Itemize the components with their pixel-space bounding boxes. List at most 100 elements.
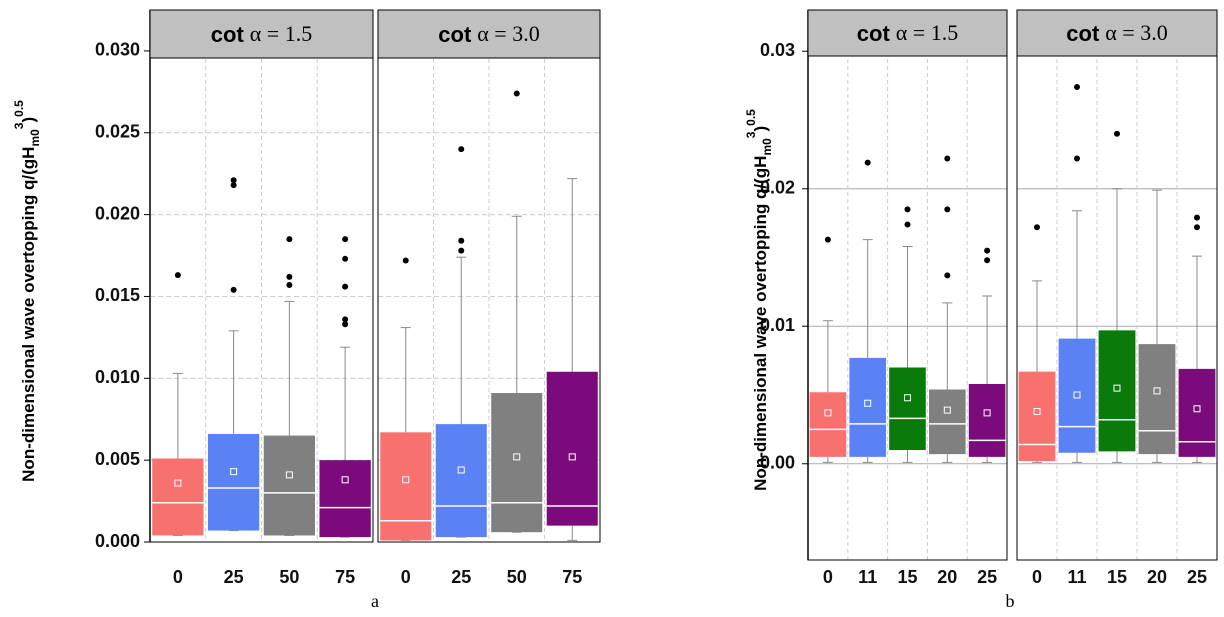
mean-marker xyxy=(1073,391,1081,399)
panel-title: cot α = 3.0 xyxy=(1066,20,1167,46)
x-tick-label: 25 xyxy=(977,567,997,587)
y-label-sup: 3 xyxy=(12,122,26,129)
x-tick-label: 11 xyxy=(1067,567,1086,587)
panel-title: cot α = 1.5 xyxy=(211,21,312,47)
x-tick-label: 0 xyxy=(173,567,183,587)
y-label-text: Non-dimensional wave overtopping q/(gH xyxy=(19,147,38,482)
y-label-sup2: 0.5 xyxy=(12,100,26,117)
outlier xyxy=(1194,224,1200,231)
panel-header xyxy=(149,9,374,59)
x-tick-label: 25 xyxy=(224,567,244,587)
outlier xyxy=(944,206,951,213)
box xyxy=(849,357,887,457)
outlier xyxy=(458,247,465,254)
box xyxy=(207,433,260,531)
x-tick-label: 0 xyxy=(823,567,833,587)
y-label-sup: 3 xyxy=(744,131,758,138)
box xyxy=(809,392,847,457)
outlier xyxy=(458,146,465,153)
box xyxy=(263,435,316,536)
x-tick-label: 11 xyxy=(858,567,877,587)
mean-marker xyxy=(864,399,872,407)
outlier xyxy=(286,282,293,289)
outlier xyxy=(230,177,237,184)
x-tick-label: 75 xyxy=(562,567,582,587)
box xyxy=(1138,344,1176,455)
outlier xyxy=(342,321,349,328)
outlier xyxy=(342,316,349,323)
title-expr: α = 3.0 xyxy=(477,21,539,46)
outlier xyxy=(342,255,349,262)
box xyxy=(889,367,926,450)
outlier xyxy=(230,286,237,293)
outlier xyxy=(944,155,951,162)
mean-marker xyxy=(174,479,182,487)
box xyxy=(546,371,598,526)
y-tick-label: 0.01 xyxy=(760,315,795,335)
box xyxy=(319,460,371,538)
outlier xyxy=(944,272,951,279)
x-tick-label: 50 xyxy=(507,567,527,587)
mean-marker xyxy=(568,453,576,461)
mean-marker xyxy=(824,409,832,417)
y-label-sub: m0 xyxy=(760,138,774,156)
y-label-sup2: 0.5 xyxy=(744,109,758,126)
box xyxy=(435,424,487,538)
outlier xyxy=(230,182,237,189)
outlier xyxy=(1034,224,1040,231)
mean-marker xyxy=(285,471,293,479)
title-expr: α = 3.0 xyxy=(1105,20,1167,45)
outlier xyxy=(1194,214,1200,221)
mean-marker xyxy=(402,476,410,484)
x-tick-label: 15 xyxy=(1107,567,1127,587)
outlier xyxy=(904,221,911,228)
outlier xyxy=(1074,84,1080,90)
caption: b xyxy=(1006,591,1015,611)
y-tick-label: 0.03 xyxy=(760,40,795,60)
x-tick-label: 0 xyxy=(401,567,411,587)
outlier xyxy=(342,236,349,243)
box xyxy=(968,384,1006,457)
box xyxy=(1178,368,1216,457)
mean-marker xyxy=(513,453,521,461)
mean-marker xyxy=(457,466,465,474)
outlier xyxy=(513,90,520,97)
y-tick-label: 0.030 xyxy=(95,40,140,60)
title-word: cot xyxy=(211,22,245,47)
outlier xyxy=(1074,155,1080,162)
y-tick-label: 0.010 xyxy=(95,367,140,387)
mean-marker xyxy=(983,409,991,417)
y-label-close: ) xyxy=(19,117,38,123)
outlier xyxy=(458,237,465,244)
box xyxy=(928,389,966,455)
outlier xyxy=(286,236,293,243)
mean-marker xyxy=(943,406,951,414)
x-tick-label: 15 xyxy=(897,567,917,587)
x-tick-label: 20 xyxy=(1147,567,1167,587)
mean-marker xyxy=(1153,387,1161,395)
y-axis-label: Non-dimensional wave overtopping q/(gHm0… xyxy=(12,100,42,482)
title-word: cot xyxy=(438,22,472,47)
x-tick-label: 25 xyxy=(451,567,471,587)
y-tick-label: 0.015 xyxy=(95,285,140,305)
title-word: cot xyxy=(1066,21,1100,46)
y-tick-label: 0.000 xyxy=(95,531,140,551)
x-tick-label: 20 xyxy=(937,567,957,587)
mean-marker xyxy=(1193,405,1201,413)
outlier xyxy=(1114,130,1120,137)
mean-marker xyxy=(904,394,911,402)
box xyxy=(491,393,543,533)
title-word: cot xyxy=(857,21,891,46)
mean-marker xyxy=(1113,384,1121,392)
outlier xyxy=(864,159,871,166)
x-tick-label: 75 xyxy=(335,567,355,587)
y-tick-label: 0.005 xyxy=(95,449,140,469)
y-tick-label: 0.025 xyxy=(95,122,140,142)
y-label-sub: m0 xyxy=(28,129,42,147)
outlier xyxy=(984,257,991,264)
outlier xyxy=(174,272,181,279)
y-label-text: Non-dimensional wave overtopping q/(gH xyxy=(751,156,770,491)
box xyxy=(380,432,432,541)
